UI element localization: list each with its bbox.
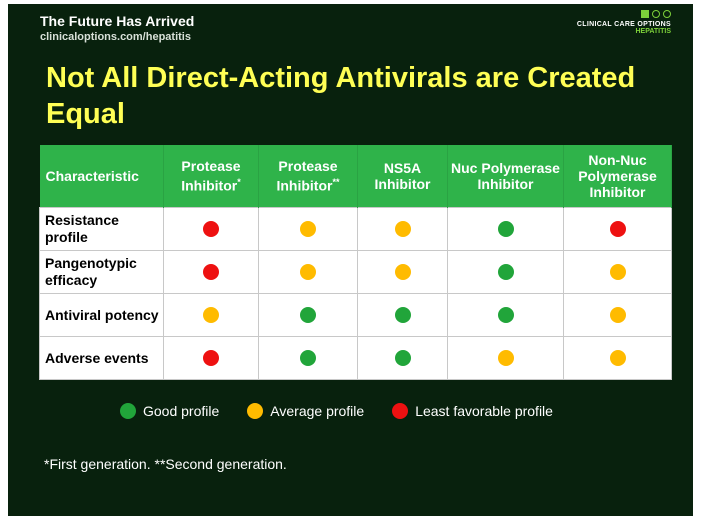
rating-cell	[447, 207, 564, 251]
rating-dot-good	[300, 306, 316, 323]
rating-dot-least	[203, 349, 219, 366]
rating-dot-least	[203, 220, 219, 237]
column-header-label: Characteristic	[45, 168, 139, 184]
rating-dot-good	[300, 349, 316, 366]
rating-cell	[447, 336, 564, 380]
brand-circle-icon	[663, 10, 671, 18]
rating-dot-good	[497, 263, 514, 280]
rating-cell	[357, 336, 448, 380]
rating-dot-least	[203, 263, 219, 280]
rating-cell	[258, 293, 358, 337]
rating-cell	[447, 250, 564, 294]
column-header-label: Non-Nuc Polymerase Inhibitor	[578, 152, 657, 200]
rating-cell	[357, 207, 448, 251]
table-row: Resistance profile	[39, 207, 672, 251]
rating-cell	[563, 293, 672, 337]
footnote-marker: **	[332, 177, 340, 188]
column-header-label: NS5A Inhibitor	[374, 160, 431, 192]
rating-dot-good	[394, 349, 411, 366]
rating-dot-good	[497, 220, 514, 237]
legend-dot-good	[120, 403, 136, 419]
column-header: Protease Inhibitor*	[163, 145, 259, 208]
brand-icons	[577, 10, 671, 18]
legend: Good profile Average profile Least favorab…	[120, 403, 553, 419]
table-row: Adverse events	[39, 336, 672, 380]
column-header: Non-Nuc Polymerase Inhibitor	[563, 145, 672, 208]
rating-dot-average	[609, 306, 626, 323]
legend-label: Average profile	[270, 403, 365, 419]
rating-dot-average	[394, 220, 411, 237]
column-header: Protease Inhibitor**	[258, 145, 358, 208]
legend-dot-least	[392, 403, 409, 419]
rating-cell	[357, 293, 448, 337]
footnote: *First generation. **Second generation.	[44, 456, 287, 472]
rating-cell	[258, 207, 358, 251]
rating-cell	[258, 336, 358, 380]
rating-cell	[563, 207, 672, 251]
row-label: Resistance profile	[39, 207, 164, 251]
column-header-label: Nuc Polymerase Inhibitor	[451, 160, 560, 192]
rating-cell	[163, 336, 259, 380]
rating-dot-average	[609, 349, 626, 366]
rating-cell	[163, 250, 259, 294]
rating-dot-good	[394, 306, 411, 323]
rating-cell	[163, 207, 259, 251]
column-header-label: Protease Inhibitor	[276, 158, 338, 194]
legend-label: Least favorable profile	[415, 403, 553, 419]
slide: The Future Has Arrived clinicaloptions.c…	[8, 4, 693, 516]
column-header: Nuc Polymerase Inhibitor	[447, 145, 564, 208]
column-header: NS5A Inhibitor	[357, 145, 448, 208]
brand-subtitle: HEPATITIS	[635, 28, 671, 35]
rating-dot-average	[609, 263, 626, 280]
rating-cell	[563, 250, 672, 294]
legend-item-average: Average profile	[247, 403, 364, 419]
rating-dot-average	[300, 220, 316, 237]
table-body: Resistance profile Pangenotypic efficacy A…	[39, 207, 672, 380]
site-header: The Future Has Arrived clinicaloptions.c…	[40, 13, 194, 45]
legend-label: Good profile	[143, 403, 220, 419]
rating-cell	[563, 336, 672, 380]
rating-dot-average	[394, 263, 411, 280]
site-title: The Future Has Arrived	[40, 13, 195, 29]
brand-name: CLINICAL CARE OPTIONS	[576, 21, 671, 28]
legend-item-least: Least favorable profile	[392, 403, 553, 419]
column-header-label: Protease Inhibitor	[181, 158, 241, 194]
brand-circle-icon	[652, 10, 660, 18]
legend-dot-average	[247, 403, 264, 419]
brand-logo: CLINICAL CARE OPTIONS HEPATITIS	[577, 10, 671, 35]
site-url[interactable]: clinicaloptions.com/hepatitis	[40, 31, 191, 43]
row-label: Antiviral potency	[39, 293, 164, 337]
rating-dot-good	[497, 306, 514, 323]
comparison-table: Characteristic Protease Inhibitor* Proteas…	[39, 145, 672, 380]
rating-dot-least	[609, 220, 626, 237]
rating-dot-average	[300, 263, 316, 280]
rating-cell	[357, 250, 448, 294]
table-row: Pangenotypic efficacy	[39, 250, 672, 294]
rating-cell	[447, 293, 564, 337]
column-header: Characteristic	[39, 145, 164, 208]
footnote-marker: *	[237, 177, 241, 188]
slide-title: Not All Direct-Acting Antivirals are Cre…	[46, 62, 636, 130]
rating-dot-average	[203, 306, 219, 323]
table-header-row: Characteristic Protease Inhibitor* Proteas…	[39, 145, 672, 208]
rating-cell	[258, 250, 358, 294]
legend-item-good: Good profile	[120, 403, 219, 419]
row-label: Adverse events	[39, 336, 164, 380]
row-label: Pangenotypic efficacy	[39, 250, 164, 294]
rating-dot-average	[497, 349, 514, 366]
table-row: Antiviral potency	[39, 293, 672, 337]
brand-square-icon	[641, 10, 649, 18]
rating-cell	[163, 293, 259, 337]
